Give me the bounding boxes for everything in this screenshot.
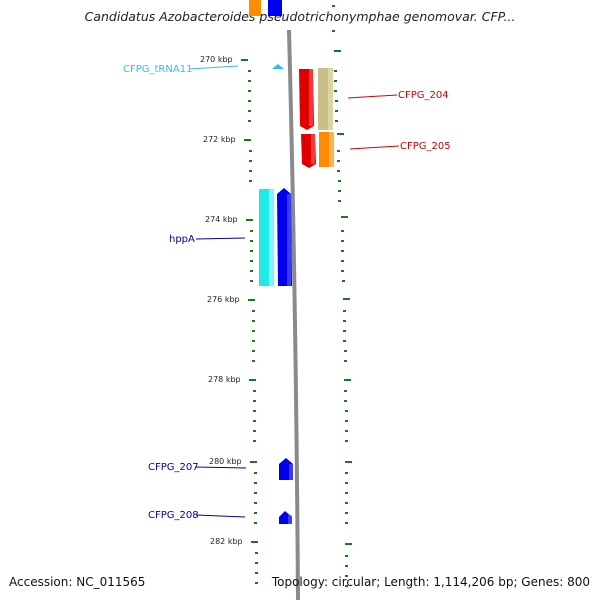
left-ruler-major-ticks	[241, 59, 258, 543]
leader-hppa	[195, 237, 246, 240]
leader-cfpg-204	[347, 94, 398, 99]
map-title: Candidatus Azobacteroides pseudotrichony…	[84, 9, 516, 24]
tick-label-280: 280 kbp	[209, 457, 242, 466]
top-orange-feature	[249, 0, 261, 16]
tick-label-272: 272 kbp	[203, 135, 236, 144]
gene-cfpg-208-highlight	[288, 515, 292, 524]
gene-cfpg-207-highlight	[289, 464, 293, 480]
gene-hppa-blue-highlight	[287, 194, 291, 286]
leader-cfpg-trna11	[188, 65, 239, 70]
tick-label-270: 270 kbp	[200, 55, 233, 64]
leader-cfpg-207	[195, 466, 247, 469]
leader-cfpg-208	[195, 514, 246, 518]
gene-cfpg-205-red-highlight	[311, 134, 315, 164]
trna-feature[interactable]	[272, 64, 284, 69]
tick-label-278: 278 kbp	[208, 375, 241, 384]
label-cfpg-204[interactable]: CFPG_204	[398, 90, 449, 101]
accession-text: Accession: NC_011565	[9, 575, 146, 589]
genome-summary-text: Topology: circular; Length: 1,114,206 bp…	[271, 575, 590, 589]
tick-label-276: 276 kbp	[207, 295, 240, 304]
top-blue-feature	[268, 0, 282, 16]
label-cfpg-207[interactable]: CFPG_207	[148, 462, 199, 473]
genome-backbone	[287, 29, 300, 600]
gene-cfpg-204-red-highlight	[309, 69, 313, 126]
label-cfpg-208[interactable]: CFPG_208	[148, 510, 199, 521]
tick-label-274: 274 kbp	[205, 215, 238, 224]
label-cfpg-205[interactable]: CFPG_205	[400, 141, 451, 152]
label-hppa[interactable]: hppA	[169, 234, 195, 245]
left-ruler-minor-ticks	[248, 70, 258, 584]
tick-label-282: 282 kbp	[210, 537, 243, 546]
gene-hppa-cyan-highlight	[269, 189, 274, 286]
label-cfpg-trna11[interactable]: CFPG_tRNA11	[123, 64, 192, 75]
gene-cfpg-205-orange-highlight	[329, 132, 334, 167]
right-ruler-ticks	[332, 5, 352, 587]
leader-cfpg-205	[349, 145, 400, 150]
gene-cfpg-204-khaki-highlight	[328, 68, 333, 130]
